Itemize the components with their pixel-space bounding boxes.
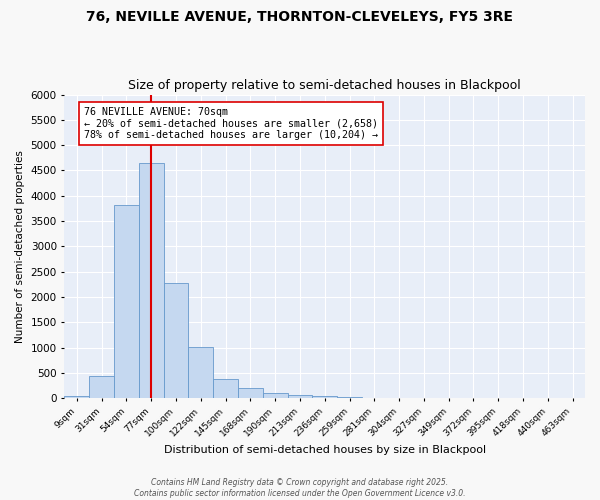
X-axis label: Distribution of semi-detached houses by size in Blackpool: Distribution of semi-detached houses by … xyxy=(164,445,486,455)
Y-axis label: Number of semi-detached properties: Number of semi-detached properties xyxy=(15,150,25,343)
Bar xyxy=(139,163,164,398)
Bar xyxy=(337,397,362,398)
Bar xyxy=(89,376,114,398)
Title: Size of property relative to semi-detached houses in Blackpool: Size of property relative to semi-detach… xyxy=(128,79,521,92)
Bar xyxy=(313,396,337,398)
Bar xyxy=(287,394,313,398)
Bar xyxy=(164,283,188,399)
Text: 76, NEVILLE AVENUE, THORNTON-CLEVELEYS, FY5 3RE: 76, NEVILLE AVENUE, THORNTON-CLEVELEYS, … xyxy=(86,10,514,24)
Text: 76 NEVILLE AVENUE: 70sqm
← 20% of semi-detached houses are smaller (2,658)
78% o: 76 NEVILLE AVENUE: 70sqm ← 20% of semi-d… xyxy=(84,107,378,140)
Bar xyxy=(188,347,213,399)
Bar xyxy=(238,388,263,398)
Bar xyxy=(213,378,238,398)
Bar xyxy=(263,393,287,398)
Bar xyxy=(114,205,139,398)
Bar xyxy=(64,396,89,398)
Text: Contains HM Land Registry data © Crown copyright and database right 2025.
Contai: Contains HM Land Registry data © Crown c… xyxy=(134,478,466,498)
